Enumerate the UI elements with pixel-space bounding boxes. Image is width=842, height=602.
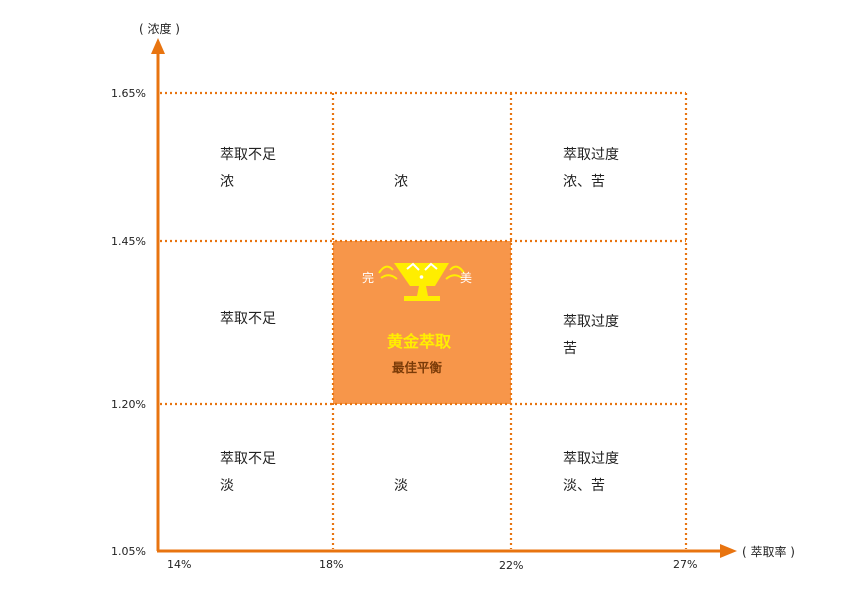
cell-bottom-left: 萃取不足 淡 [220,446,276,500]
cell-top-left: 萃取不足 浓 [220,142,276,196]
y-tick-label: 1.65% [111,87,146,100]
cell-line: 萃取过度 [563,314,619,330]
cell-bottom-middle: 淡 [394,473,408,500]
cell-line: 淡 [220,478,234,494]
trophy-icon [378,262,465,301]
perfect-left-char: 完 [362,271,375,285]
x-tick-label: 22% [499,559,524,572]
y-tick-label: 1.05% [111,545,146,558]
cell-line: 浓、苦 [563,174,605,190]
cell-line: 萃取不足 [220,451,276,467]
cell-top-right: 萃取过度 浓、苦 [563,142,619,196]
x-tick-label: 27% [673,558,698,571]
y-axis-title: ( 浓度 ) [139,22,180,36]
golden-extraction-subtitle: 最佳平衡 [392,360,443,375]
x-axis-title: ( 萃取率 ) [742,545,795,559]
cell-line: 萃取过度 [563,451,619,467]
cell-middle-left: 萃取不足 [220,306,276,333]
perfect-right-char: 美 [460,271,473,285]
cell-bottom-right: 萃取过度 淡、苦 [563,446,619,500]
cell-middle-right: 萃取过度 苦 [563,309,619,363]
x-tick-label: 14% [167,558,192,571]
golden-extraction-title: 黄金萃取 [387,332,452,351]
y-tick-label: 1.45% [111,235,146,248]
y-tick-label: 1.20% [111,398,146,411]
cell-line: 萃取不足 [220,147,276,163]
cell-top-middle: 浓 [394,169,408,196]
cell-line: 淡、苦 [563,478,605,494]
axes [151,38,737,558]
cell-line: 萃取过度 [563,147,619,163]
cell-line: 淡 [394,478,408,494]
x-axis-arrow [720,544,737,558]
cell-line: 苦 [563,341,577,357]
grid-lines [160,91,688,549]
cell-line: 浓 [220,174,234,190]
cell-line: 萃取不足 [220,311,276,327]
y-axis-arrow [151,38,165,54]
cell-line: 浓 [394,174,408,190]
x-tick-label: 18% [319,558,344,571]
